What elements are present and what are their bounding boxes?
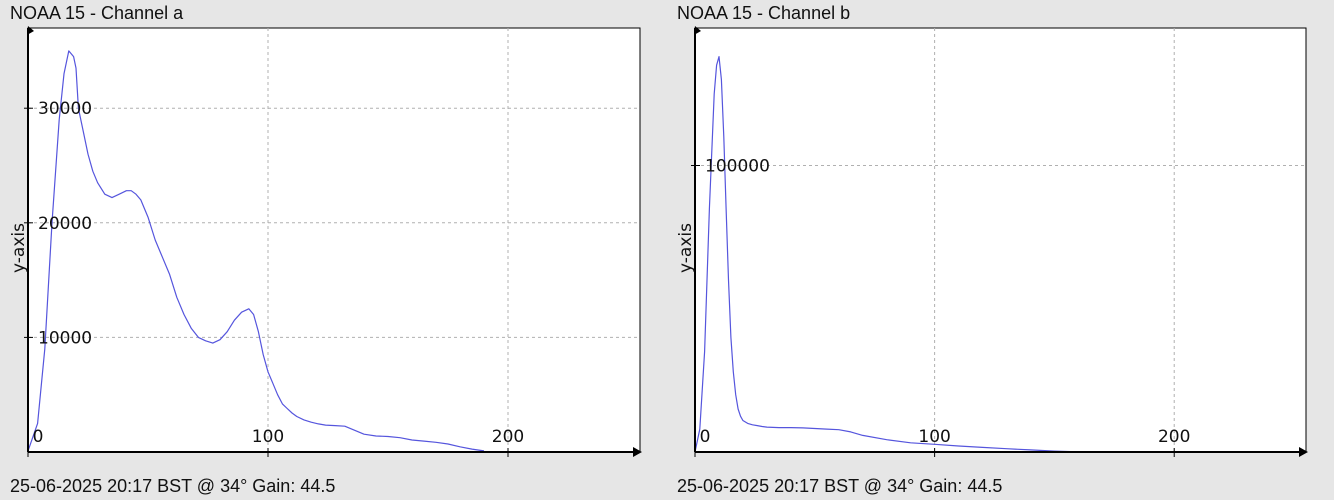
chart-a-x-tick-label: 200	[492, 427, 524, 447]
chart-b-y-tick-label: 100000	[705, 157, 770, 177]
chart-a-y-axis-arrow	[27, 26, 34, 35]
chart-a-plot-area	[27, 27, 641, 453]
chart-a-y-tick-label: 10000	[38, 328, 92, 348]
chart-a-x-tick-label: 0	[33, 427, 44, 447]
chart-a-footer: 25-06-2025 20:17 BST @ 34° Gain: 44.5	[10, 476, 336, 496]
chart-b-x-tick-label: 200	[1158, 427, 1190, 447]
chart-b-footer: 25-06-2025 20:17 BST @ 34° Gain: 44.5	[677, 476, 1003, 496]
chart-a-y-tick-label: 20000	[38, 214, 92, 234]
chart-b-plot-area	[694, 27, 1307, 453]
chart-a-y-axis-title: y-axis	[9, 223, 29, 273]
chart-b-x-tick-label: 0	[700, 427, 711, 447]
chart-b-y-axis-arrow	[694, 26, 701, 35]
chart-a-y-tick-label: 30000	[38, 99, 92, 119]
chart-a-x-tick-label: 100	[252, 427, 284, 447]
chart-a-title: NOAA 15 - Channel a	[10, 3, 184, 23]
chart-a-series-line	[27, 50, 485, 452]
chart-b-x-axis-arrow	[1299, 447, 1308, 457]
chart-b-x-tick-label: 100	[918, 427, 950, 447]
chart-a-x-axis-arrow	[633, 447, 642, 457]
chart-b-series-line	[694, 55, 1079, 453]
chart-b-title: NOAA 15 - Channel b	[677, 3, 851, 23]
chart-b-y-axis-title: y-axis	[676, 223, 696, 273]
